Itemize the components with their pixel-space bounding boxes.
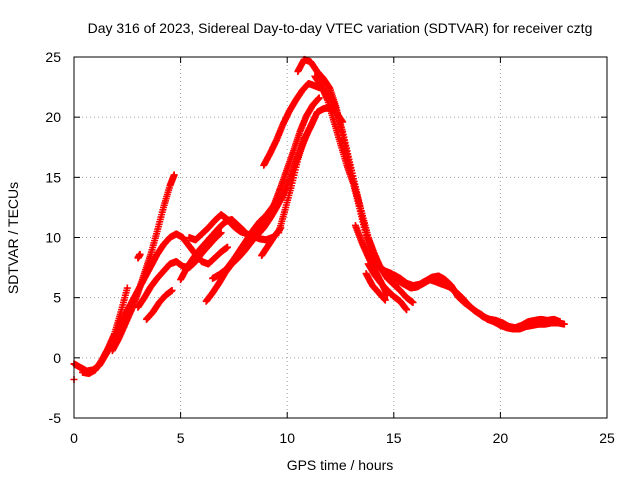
series-trace-10 [224,194,283,272]
series-trace-5 [142,286,176,323]
series-trace-18 [390,271,564,332]
x-axis-label: GPS time / hours [287,457,394,473]
y-tick-label: 0 [53,350,61,366]
data-point [381,296,389,304]
data-point [560,320,568,328]
x-tick-label: 5 [177,430,185,446]
data-point [224,243,232,251]
x-tick-label: 25 [599,430,615,446]
ticks-layer: 0 5 10 15 20 25 -5 0 5 10 15 20 25 [45,49,615,446]
y-tick-label: 25 [45,49,61,65]
data-point [403,306,411,314]
data-point [556,318,564,326]
x-tick-label: 10 [279,430,295,446]
data-point [383,291,391,299]
x-tick-label: 20 [493,430,509,446]
data-point [170,171,178,179]
series-trace-20 [351,221,391,299]
y-tick-label: 5 [53,290,61,306]
series-trace-21 [134,250,144,262]
y-tick-label: 20 [45,109,61,125]
x-tick-label: 15 [386,430,402,446]
y-tick-label: 10 [45,230,61,246]
data-point [409,298,417,306]
series-trace-13 [270,94,323,208]
data-point [136,250,144,258]
plot-frame [73,56,608,419]
y-axis-label: SDTVAR / TECUs [5,182,21,294]
series-trace-2 [79,284,131,377]
data-point [315,94,323,102]
data-point [217,229,225,237]
series-trace-23 [362,270,389,304]
marks-layer [70,55,568,383]
series-trace-16 [311,72,568,333]
x-tick-label: 0 [70,430,78,446]
series-trace-17 [326,89,398,284]
data-point [168,286,176,294]
data-point [123,284,131,292]
chart-title: Day 316 of 2023, Sidereal Day-to-day VTE… [88,20,593,36]
y-tick-label: -5 [49,410,62,426]
y-tick-label: 15 [45,169,61,185]
